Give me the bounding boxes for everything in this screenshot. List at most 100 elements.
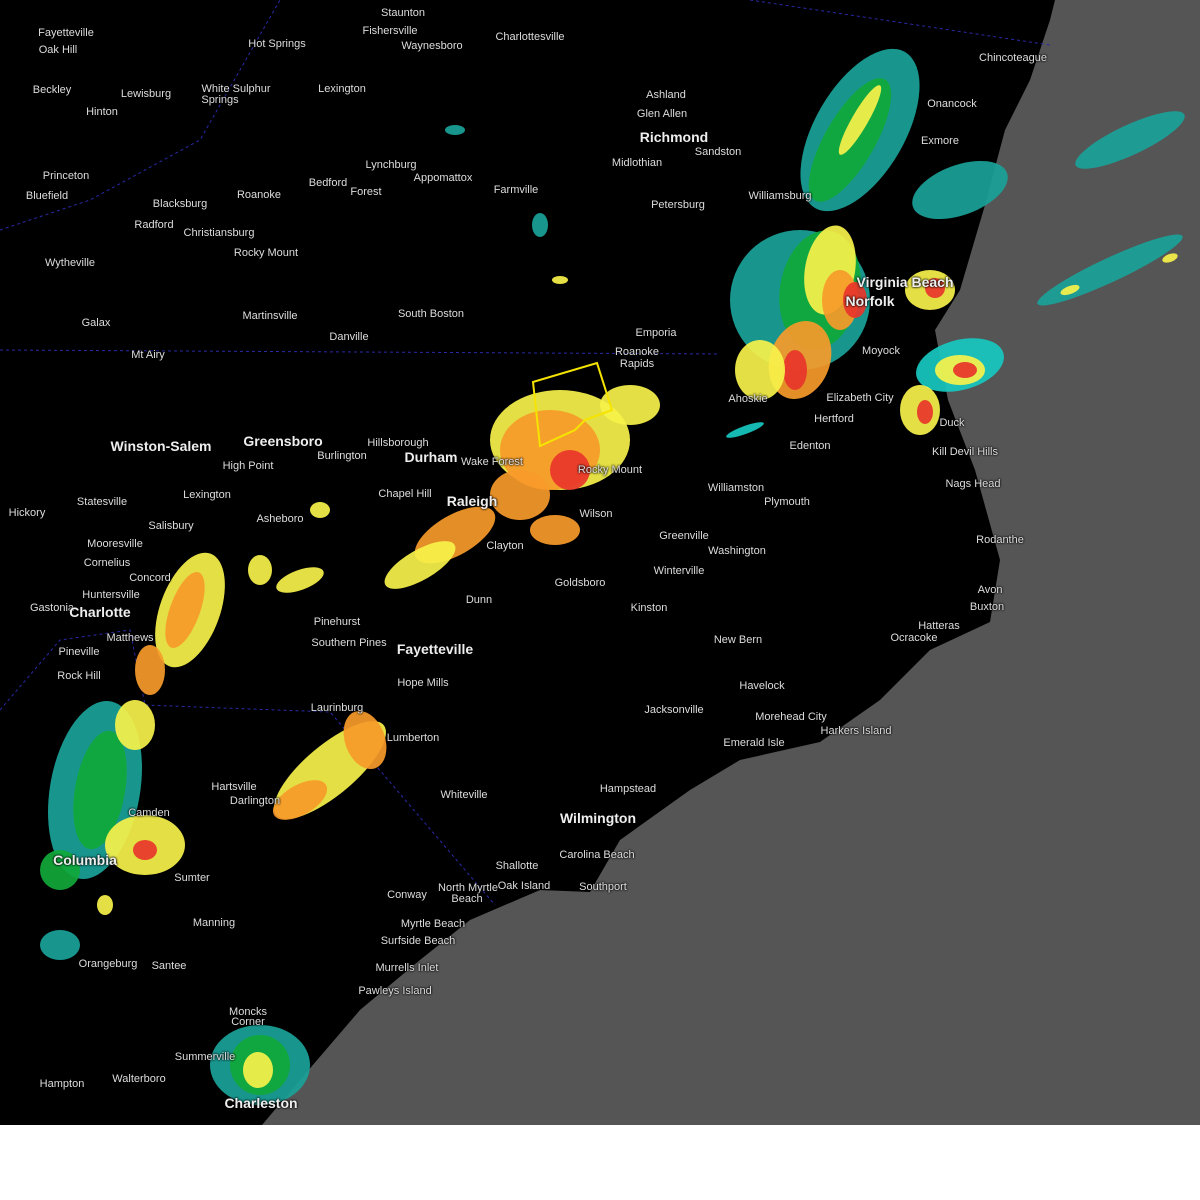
city-label: North Myrtle	[438, 882, 498, 894]
city-label: Lumberton	[386, 732, 440, 744]
city-label: Rodanthe	[976, 534, 1024, 546]
city-label: Whiteville	[440, 789, 488, 801]
map-svg	[0, 0, 1200, 1125]
city-label: Staunton	[380, 7, 426, 19]
radar-echo-yellow	[243, 1052, 273, 1088]
city-label: Avon	[977, 584, 1003, 596]
city-label: Oak Hill	[38, 44, 78, 56]
city-label: Shallotte	[495, 860, 539, 872]
city-label: Hartsville	[211, 781, 257, 793]
radar-echo-yellow	[384, 541, 456, 589]
city-label: Edenton	[789, 440, 831, 452]
city-label: Buxton	[969, 601, 1005, 613]
city-label: Lewisburg	[120, 88, 172, 100]
city-label: Harkers Island	[820, 725, 892, 737]
city-label: Clayton	[486, 540, 524, 552]
city-label: Goldsboro	[554, 577, 606, 589]
radar-echo-yellow	[552, 276, 568, 284]
city-label: Radford	[134, 219, 174, 231]
city-label: Hampton	[39, 1078, 85, 1090]
city-label: Roanoke	[236, 189, 282, 201]
city-label: Walterboro	[112, 1073, 166, 1085]
radar-echo-yellow	[276, 567, 324, 593]
city-label: Blacksburg	[152, 198, 208, 210]
city-label: Orangeburg	[78, 958, 138, 970]
warning-polygon[interactable]	[531, 361, 614, 448]
city-label: Emerald Isle	[723, 737, 785, 749]
city-label: Glen Allen	[636, 108, 688, 120]
radar-echo-light	[1075, 111, 1185, 169]
radar-echo-yellow	[1162, 253, 1178, 263]
radar-echo-orange	[343, 710, 387, 770]
city-label: Gastonia	[29, 602, 75, 614]
radar-echo-light	[532, 213, 548, 237]
city-label: Mt Airy	[131, 349, 165, 361]
city-label: Beckley	[32, 84, 72, 96]
radar-echo-red	[917, 400, 933, 424]
city-label: Matthews	[106, 632, 154, 644]
city-label: Midlothian	[611, 157, 663, 169]
city-label: Jacksonville	[644, 704, 704, 716]
city-label: Plymouth	[764, 496, 810, 508]
city-label: Forest	[350, 186, 382, 198]
city-label: Lynchburg	[365, 159, 417, 171]
state-border	[749, 0, 1051, 46]
city-label: Havelock	[739, 680, 785, 692]
city-label: Roanoke	[614, 346, 660, 358]
city-label: Murrells Inlet	[375, 962, 439, 974]
state-borders	[0, 0, 1051, 906]
city-label: Bedford	[308, 177, 348, 189]
city-label: Petersburg	[651, 199, 705, 211]
city-label: Greenville	[659, 530, 709, 542]
radar-echo-light	[912, 160, 1008, 220]
city-label: Virginia Beach	[856, 274, 954, 290]
city-label: Salisbury	[148, 520, 194, 532]
city-label: Danville	[329, 331, 369, 343]
city-label: Kinston	[630, 602, 668, 614]
city-label: Conway	[387, 889, 427, 901]
city-label: Ahoskie	[728, 393, 768, 405]
city-label: Beach	[451, 893, 483, 905]
city-label: Manning	[192, 917, 236, 929]
city-label: Lexington	[183, 489, 231, 501]
radar-echo-yellow	[600, 385, 660, 425]
radar-echo-yellow	[1060, 284, 1080, 296]
map-canvas[interactable]: Fayetteville Oak Hill Staunton Fishersville…	[0, 0, 1200, 1125]
radar-echo-orange	[272, 780, 328, 820]
city-label: Washington	[708, 545, 766, 557]
city-label: Concord	[129, 572, 171, 584]
radar-reflectivity	[40, 48, 1185, 1105]
city-label: Rocky Mount	[233, 247, 299, 259]
city-label: Southport	[579, 881, 627, 893]
city-label: New Bern	[713, 634, 763, 646]
city-label: Morehead City	[755, 711, 827, 723]
city-label: Bluefield	[25, 190, 69, 202]
city-label: Carolina Beach	[559, 849, 635, 861]
radar-echo-green	[73, 730, 127, 850]
city-label: Sandston	[694, 146, 742, 158]
city-label: Onancock	[927, 98, 977, 110]
radar-echo-red	[550, 450, 590, 490]
city-label: Nags Head	[945, 478, 1001, 490]
footer	[0, 1125, 1200, 1200]
city-label: South Boston	[397, 308, 465, 320]
city-label: Williamston	[707, 482, 765, 494]
city-label: Hampstead	[599, 783, 657, 795]
city-label: Waynesboro	[401, 40, 463, 52]
city-label: Statesville	[76, 496, 128, 508]
city-label: Oak Island	[497, 880, 551, 892]
city-label: Chincoteague	[979, 52, 1047, 64]
city-label: Mooresville	[87, 538, 143, 550]
city-label: Exmore	[921, 135, 959, 147]
city-label: Ocracoke	[890, 632, 938, 644]
city-label: Laurinburg	[310, 702, 364, 714]
radar-echo-yellow	[115, 700, 155, 750]
city-label: Southern Pines	[311, 637, 387, 649]
city-label: Greensboro	[243, 433, 323, 449]
city-label: Springs	[201, 94, 239, 106]
city-label: Wilmington	[559, 810, 637, 826]
radar-echo-orange	[165, 572, 205, 648]
city-label: Hillsborough	[367, 437, 429, 449]
city-label: Sumter	[174, 872, 210, 884]
state-border	[0, 349, 721, 355]
